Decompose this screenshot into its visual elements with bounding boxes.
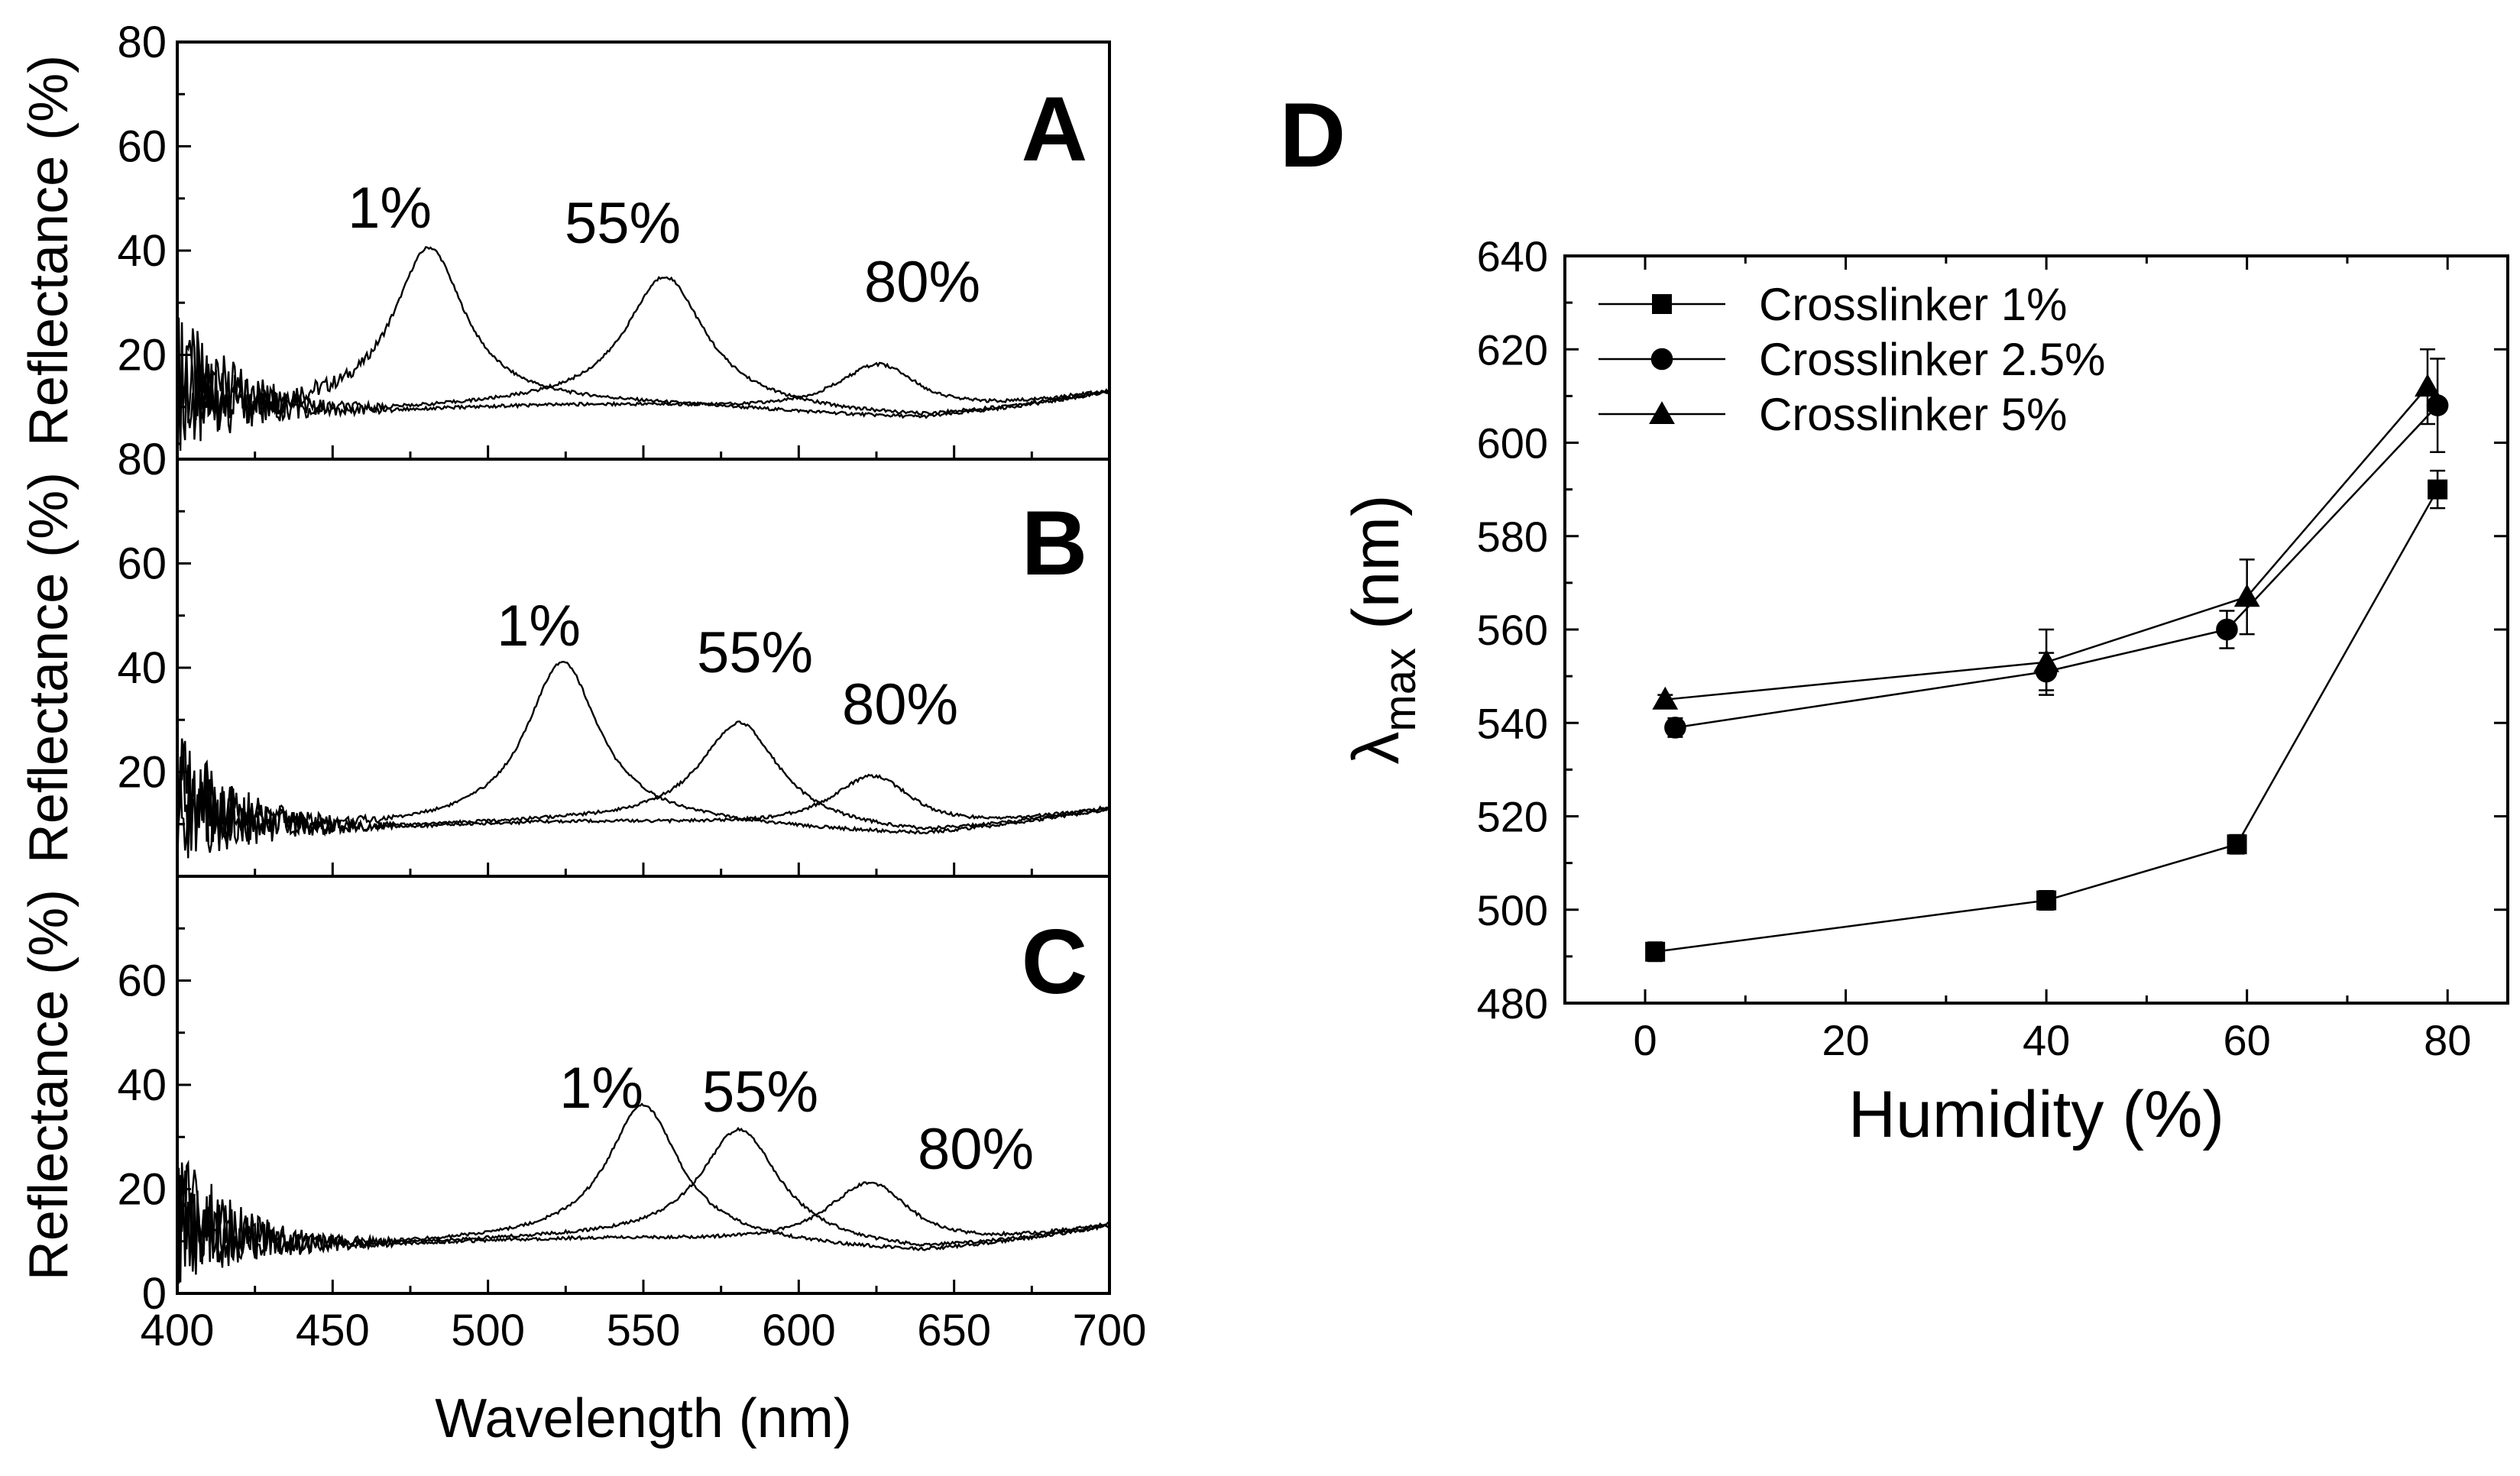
reflectance-panels: 0 20 40 60 80 Reflectance (%) 1% 55% 80% A 20 40 60 8… [18,18,1147,1449]
plot-frame [176,875,1111,1295]
y-tick-label: 0 [142,1269,167,1319]
panel-letter-C: C [1022,911,1088,1013]
x-tick-label: 400 [141,1306,215,1355]
marker-triangle [2233,584,2260,607]
y-tick-label: 540 [1477,699,1548,747]
peak-label: 55% [565,191,681,256]
marker-triangle [2033,649,2060,672]
y-tick-label: 60 [117,956,167,1006]
marker-triangle [1652,686,1679,710]
marker-square [2227,834,2247,855]
peak-label: 80% [918,1117,1034,1182]
marker-triangle [2415,374,2441,397]
series-3: Crosslinker 5% [1598,348,2441,710]
x-tick-label: 650 [917,1306,991,1355]
y-axis-label: Reflectance (%) [18,889,79,1280]
panel-letter-D: D [1280,84,1346,186]
y-tick-label: 60 [117,122,167,172]
y-tick-label: 600 [1477,419,1548,468]
y-tick-label: 580 [1477,513,1548,561]
spectrum-line-1% [177,1102,1109,1284]
y-tick-label: 0 [142,435,167,484]
series-line [1675,404,2439,729]
x-tick-label: 20 [1822,1016,1869,1064]
marker-square [1645,941,1666,962]
x-axis-label: Wavelength (nm) [435,1388,852,1449]
panel-b: 20 40 60 80 Reflectance (%) 1% 55% 80% B [18,406,1111,878]
x-tick-label: 450 [296,1306,370,1355]
x-tick-label: 550 [607,1306,681,1355]
y-tick-label: 500 [1477,886,1548,934]
x-axis-label: Humidity (%) [1848,1078,2224,1151]
peak-label: 1% [497,594,581,659]
peak-label: 1% [559,1056,643,1121]
y-tick-label: 40 [117,1060,167,1110]
spectrum-line-80% [177,750,1109,851]
marker-triangle [1649,401,1675,424]
peak-label: 80% [864,250,980,315]
y-axis-label: λmax (nm) [1339,494,1425,764]
marker-square [2428,479,2448,500]
x-tick-label: 500 [451,1306,525,1355]
y-axis-label: Reflectance (%) [18,55,79,446]
y-tick-label: 60 [117,539,167,589]
x-tick-label: 40 [2023,1016,2070,1064]
spectrum-line-55% [177,276,1109,452]
x-tick-label: 60 [2224,1016,2271,1064]
peak-label: 80% [842,672,958,737]
x-tick-label: 700 [1073,1306,1147,1355]
series-line [1665,386,2428,701]
x-tick-label: 600 [762,1306,836,1355]
panel-c: 0 20 40 60 400 450 500 550 600 650 700 Wavelength (… [18,823,1147,1449]
y-tick-label: 520 [1477,793,1548,841]
y-tick-label: 40 [117,226,167,276]
spectrum-line-80% [177,336,1109,448]
y-tick-label: 560 [1477,606,1548,654]
marker-circle [2426,394,2449,416]
panel-letter-A: A [1022,78,1088,180]
series-line [1654,489,2439,953]
legend-label: Crosslinker 2.5% [1759,334,2106,385]
marker-square [1652,294,1672,314]
y-tick-label: 620 [1477,325,1548,374]
y-tick-label: 640 [1477,232,1548,280]
peak-label: 55% [697,620,813,685]
y-tick-label: 20 [117,1165,167,1215]
spectrum-line-80% [177,1159,1109,1273]
lambda-max-panel: D 480 500 520 540 560 580 600 620 640 0 20 40 60 80 Hum… [1280,84,2509,1151]
x-tick-label: 0 [1633,1016,1657,1064]
marker-square [2036,890,2057,911]
y-tick-label: 80 [117,435,167,484]
legend-label: Crosslinker 1% [1759,279,2067,330]
marker-circle [1664,717,1686,739]
spectrum-line-55% [177,720,1109,870]
y-tick-label: 80 [117,18,167,67]
y-axis-label: Reflectance (%) [18,472,79,863]
series-1: Crosslinker 1% [1598,279,2448,963]
marker-circle [1650,348,1673,371]
panel-a: 0 20 40 60 80 Reflectance (%) 1% 55% 80% A [18,18,1111,484]
peak-label: 55% [702,1060,818,1125]
plot-frame [176,458,1111,878]
y-tick-label: 20 [117,748,167,798]
panel-letter-B: B [1022,492,1088,594]
y-tick-label: 480 [1477,979,1548,1028]
legend-label: Crosslinker 5% [1759,389,2067,440]
x-tick-label: 80 [2424,1016,2471,1064]
y-tick-label: 20 [117,331,167,380]
y-tick-label: 40 [117,643,167,693]
peak-label: 1% [348,176,432,241]
spectrum-line-1% [177,245,1109,451]
marker-circle [2216,618,2238,641]
series-2: Crosslinker 2.5% [1598,334,2449,739]
